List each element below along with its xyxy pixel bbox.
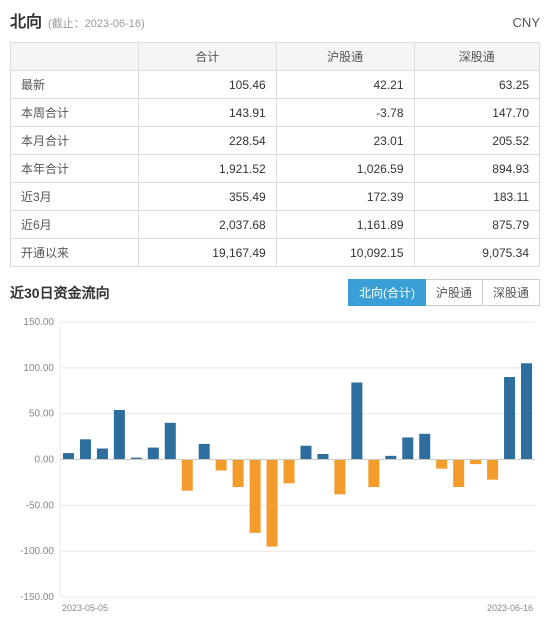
- table-row: 开通以来19,167.4910,092.159,075.34: [11, 239, 540, 267]
- bar: [487, 460, 498, 480]
- page-subtitle: (截止：2023-06-16): [48, 15, 145, 31]
- bar: [300, 446, 311, 460]
- table-cell: 2,037.68: [138, 211, 276, 239]
- table-cell: 开通以来: [11, 239, 139, 267]
- table-cell: 1,921.52: [138, 155, 276, 183]
- bar: [436, 460, 447, 469]
- bar: [402, 438, 413, 460]
- svg-text:0.00: 0.00: [35, 455, 55, 466]
- bar: [114, 410, 125, 460]
- bar: [216, 460, 227, 471]
- table-cell: 105.46: [138, 71, 276, 99]
- chart-title: 近30日资金流向: [10, 283, 110, 303]
- bar: [385, 456, 396, 460]
- bar: [148, 448, 159, 460]
- table-cell: 10,092.15: [276, 239, 414, 267]
- currency-label: CNY: [513, 15, 540, 30]
- table-header-cell: 合计: [138, 43, 276, 71]
- table-row: 本月合计228.5423.01205.52: [11, 127, 540, 155]
- table-cell: 42.21: [276, 71, 414, 99]
- table-cell: 63.25: [414, 71, 539, 99]
- header: 北向 (截止：2023-06-16) CNY: [0, 0, 550, 38]
- bar: [419, 434, 430, 460]
- bar: [470, 460, 481, 465]
- tab-0[interactable]: 北向(合计): [348, 279, 426, 306]
- table-row: 近3月355.49172.39183.11: [11, 183, 540, 211]
- table-cell: 23.01: [276, 127, 414, 155]
- table-row: 最新105.4642.2163.25: [11, 71, 540, 99]
- table-row: 本周合计143.91-3.78147.70: [11, 99, 540, 127]
- bar: [97, 449, 108, 460]
- bar: [351, 383, 362, 460]
- bar: [317, 454, 328, 460]
- table-cell: 近6月: [11, 211, 139, 239]
- table-cell: 172.39: [276, 183, 414, 211]
- table-row: 本年合计1,921.521,026.59894.93: [11, 155, 540, 183]
- table-row: 近6月2,037.681,161.89875.79: [11, 211, 540, 239]
- table-cell: 9,075.34: [414, 239, 539, 267]
- bar: [368, 460, 379, 488]
- data-table: 合计沪股通深股通 最新105.4642.2163.25本周合计143.91-3.…: [10, 42, 540, 267]
- svg-text:150.00: 150.00: [23, 317, 54, 328]
- chart-tabs: 北向(合计)沪股通深股通: [348, 279, 540, 306]
- page-title: 北向: [10, 8, 42, 32]
- tab-2[interactable]: 深股通: [483, 279, 540, 306]
- bar: [453, 460, 464, 488]
- table-cell: 147.70: [414, 99, 539, 127]
- table-cell: 143.91: [138, 99, 276, 127]
- table-cell: 894.93: [414, 155, 539, 183]
- svg-text:50.00: 50.00: [29, 409, 54, 420]
- bar: [267, 460, 278, 547]
- table-cell: 205.52: [414, 127, 539, 155]
- bar: [250, 460, 261, 533]
- bar: [182, 460, 193, 491]
- table-cell: 228.54: [138, 127, 276, 155]
- table-cell: 19,167.49: [138, 239, 276, 267]
- bar: [63, 453, 74, 459]
- table-cell: 近3月: [11, 183, 139, 211]
- bar: [165, 423, 176, 460]
- table-cell: 875.79: [414, 211, 539, 239]
- table-cell: 355.49: [138, 183, 276, 211]
- table-cell: -3.78: [276, 99, 414, 127]
- tab-1[interactable]: 沪股通: [426, 279, 483, 306]
- bar: [334, 460, 345, 495]
- table-header-cell: 沪股通: [276, 43, 414, 71]
- bar: [284, 460, 295, 484]
- bar: [233, 460, 244, 488]
- table-cell: 183.11: [414, 183, 539, 211]
- table-header-cell: 深股通: [414, 43, 539, 71]
- table-cell: 1,161.89: [276, 211, 414, 239]
- chart-header: 近30日资金流向 北向(合计)沪股通深股通: [0, 267, 550, 312]
- table-cell: 1,026.59: [276, 155, 414, 183]
- bar: [521, 363, 532, 459]
- table-cell: 本周合计: [11, 99, 139, 127]
- svg-text:100.00: 100.00: [23, 363, 54, 374]
- bar-chart: -150.00 -100.00 -50.00 0.00 50.00 100.00 150.0…: [10, 312, 540, 622]
- table-header-cell: [11, 43, 139, 71]
- chart-container: -150.00 -100.00 -50.00 0.00 50.00 100.00 150.0…: [0, 312, 550, 630]
- table-cell: 最新: [11, 71, 139, 99]
- svg-text:-50.00: -50.00: [26, 500, 55, 511]
- table-cell: 本月合计: [11, 127, 139, 155]
- svg-text:-100.00: -100.00: [20, 546, 54, 557]
- bar: [80, 439, 91, 459]
- bar: [504, 377, 515, 460]
- svg-text:-150.00: -150.00: [20, 592, 54, 603]
- table-cell: 本年合计: [11, 155, 139, 183]
- bar: [199, 444, 210, 460]
